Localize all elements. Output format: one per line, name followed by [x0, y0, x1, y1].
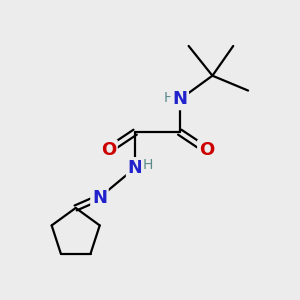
Text: O: O	[101, 141, 116, 159]
Text: H: H	[163, 91, 174, 105]
Text: N: N	[128, 159, 142, 177]
Text: N: N	[172, 91, 187, 109]
Text: N: N	[92, 189, 107, 207]
Text: H: H	[142, 158, 153, 172]
Text: O: O	[199, 141, 214, 159]
